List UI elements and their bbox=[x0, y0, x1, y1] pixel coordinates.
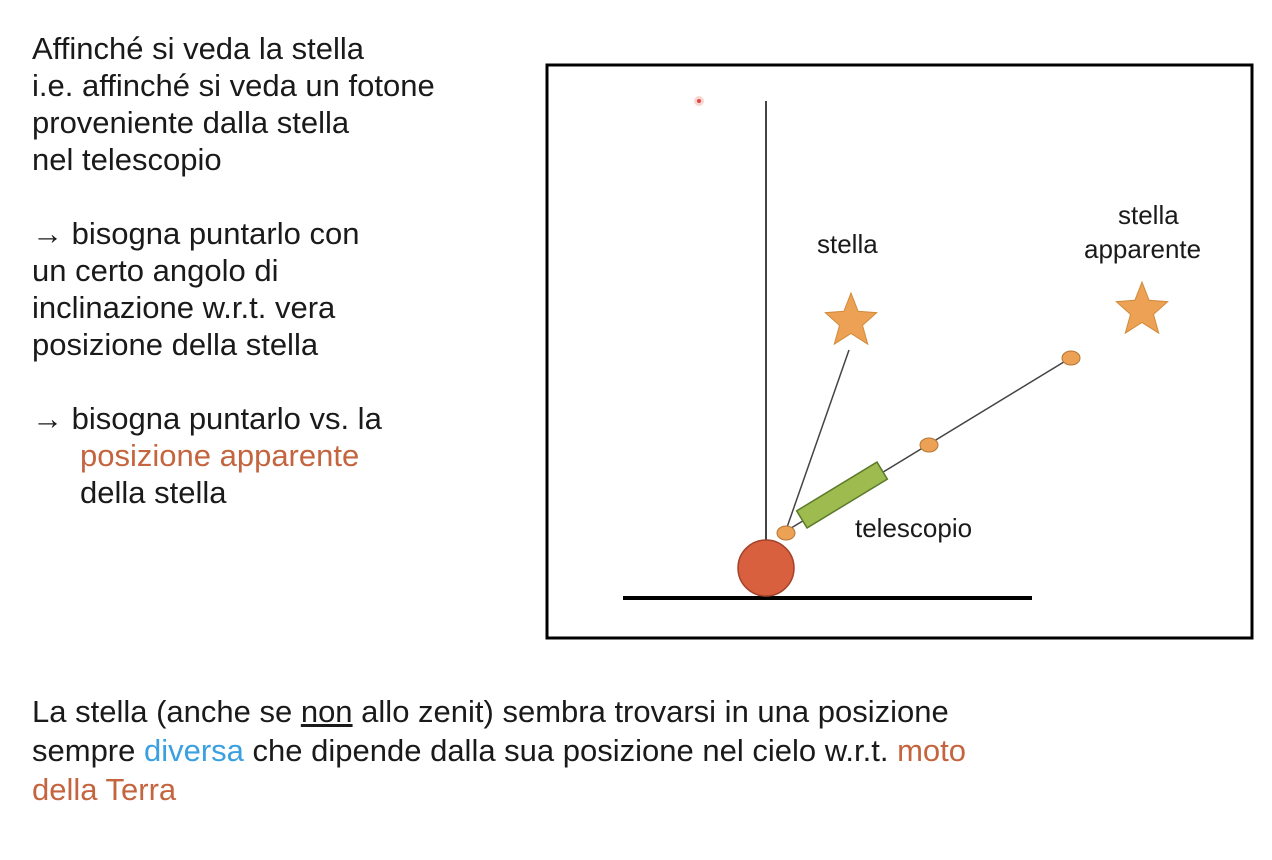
pointer-dot bbox=[694, 96, 704, 106]
conclusion-text: La stella (anche se non allo zenit) semb… bbox=[32, 692, 1232, 809]
text-line: Affinché si veda la stella bbox=[32, 31, 365, 66]
photon-dot bbox=[919, 437, 939, 453]
diagram-frame bbox=[545, 63, 1254, 640]
aberration-diagram: stella stella apparente telescopio bbox=[545, 63, 1254, 640]
text-line: un certo angolo di bbox=[32, 253, 279, 288]
text-segment: La stella (anche se bbox=[32, 694, 301, 729]
photon-dot bbox=[776, 525, 796, 541]
text-line: → bisogna puntarlo vs. la bbox=[32, 401, 382, 436]
text-line: inclinazione w.r.t. vera bbox=[32, 290, 336, 325]
photon-dot bbox=[1061, 350, 1081, 366]
star-icon bbox=[824, 291, 878, 346]
telescope-label: telescopio bbox=[855, 513, 972, 543]
apparent-star-icon bbox=[1115, 280, 1169, 335]
text-line: proveniente dalla stella bbox=[32, 105, 350, 140]
text-segment: sempre bbox=[32, 733, 144, 768]
text-line: → bisogna puntarlo con bbox=[32, 216, 360, 251]
earth-icon bbox=[737, 539, 795, 597]
paragraph-1: Affinché si veda la stella i.e. affinché… bbox=[32, 30, 522, 178]
text-line: i.e. affinché si veda un fotone bbox=[32, 68, 435, 103]
explanation-text: Affinché si veda la stella i.e. affinché… bbox=[32, 30, 522, 548]
paragraph-2: → bisogna puntarlo con un certo angolo d… bbox=[32, 215, 522, 363]
telescope-icon bbox=[795, 461, 889, 529]
text-line: posizione della stella bbox=[32, 327, 319, 362]
apparent-position-highlight: posizione apparente bbox=[80, 438, 360, 473]
highlight-blue: diversa bbox=[143, 733, 244, 768]
text-line: nel telescopio bbox=[32, 142, 222, 177]
text-segment: allo zenit) sembra trovarsi in una posiz… bbox=[352, 694, 949, 729]
true-star-ray bbox=[784, 349, 850, 534]
apparent-star-label: stella bbox=[1118, 200, 1179, 230]
text-line: della stella bbox=[80, 475, 227, 510]
highlight-orange: moto bbox=[897, 733, 966, 768]
paragraph-3: → bisogna puntarlo vs. la posizione appa… bbox=[32, 400, 522, 511]
highlight-orange: della Terra bbox=[32, 772, 177, 807]
star-label: stella bbox=[817, 229, 878, 259]
apparent-star-label: apparente bbox=[1084, 234, 1201, 264]
underlined-word: non bbox=[300, 694, 353, 729]
text-segment: che dipende dalla sua posizione nel ciel… bbox=[243, 733, 898, 768]
